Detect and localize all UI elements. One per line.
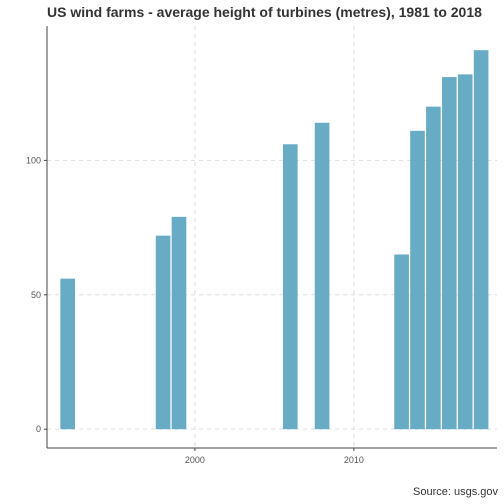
source-caption: Source: usgs.gov [413,486,498,498]
bar [410,131,425,429]
bar [458,74,473,429]
bar [426,107,441,430]
x-tick-label: 2000 [185,455,205,465]
bar [60,279,75,430]
y-tick-label: 50 [31,290,41,300]
x-tick-label: 2010 [344,455,364,465]
y-tick-label: 0 [36,424,41,434]
bar [156,236,171,430]
bar [474,50,489,429]
bar [394,254,409,429]
bar [442,77,457,429]
bars [60,50,488,429]
bar [315,123,330,429]
bar [283,144,298,429]
y-tick-label: 100 [26,155,41,165]
bar [172,217,187,429]
